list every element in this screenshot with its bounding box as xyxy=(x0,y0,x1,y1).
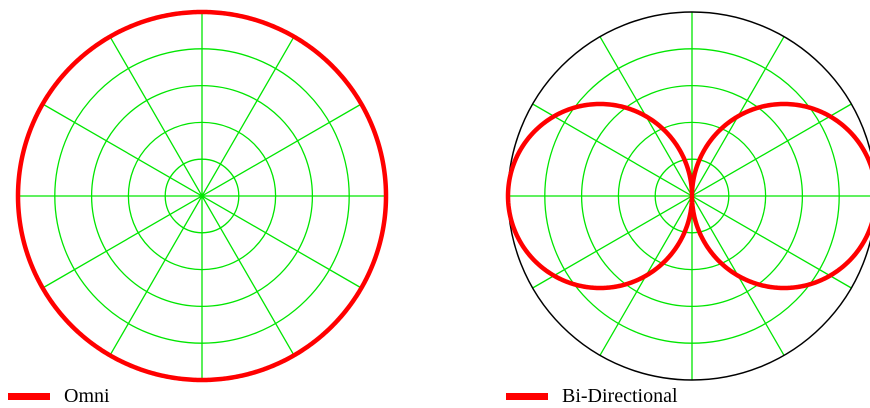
chart1-spoke-150 xyxy=(42,103,362,289)
legend-label-omni: Omni xyxy=(64,385,110,407)
legend-swatch-omni xyxy=(8,392,50,400)
legend-label-bidirectional: Bi-Directional xyxy=(562,385,678,407)
legend-swatch-bidirectional xyxy=(506,392,548,400)
legend-omni: Omni xyxy=(8,386,110,406)
chart1-series-1-curve xyxy=(15,9,389,383)
legend-bidirectional: Bi-Directional xyxy=(506,386,678,406)
chart2-series-1-curve xyxy=(505,101,870,291)
